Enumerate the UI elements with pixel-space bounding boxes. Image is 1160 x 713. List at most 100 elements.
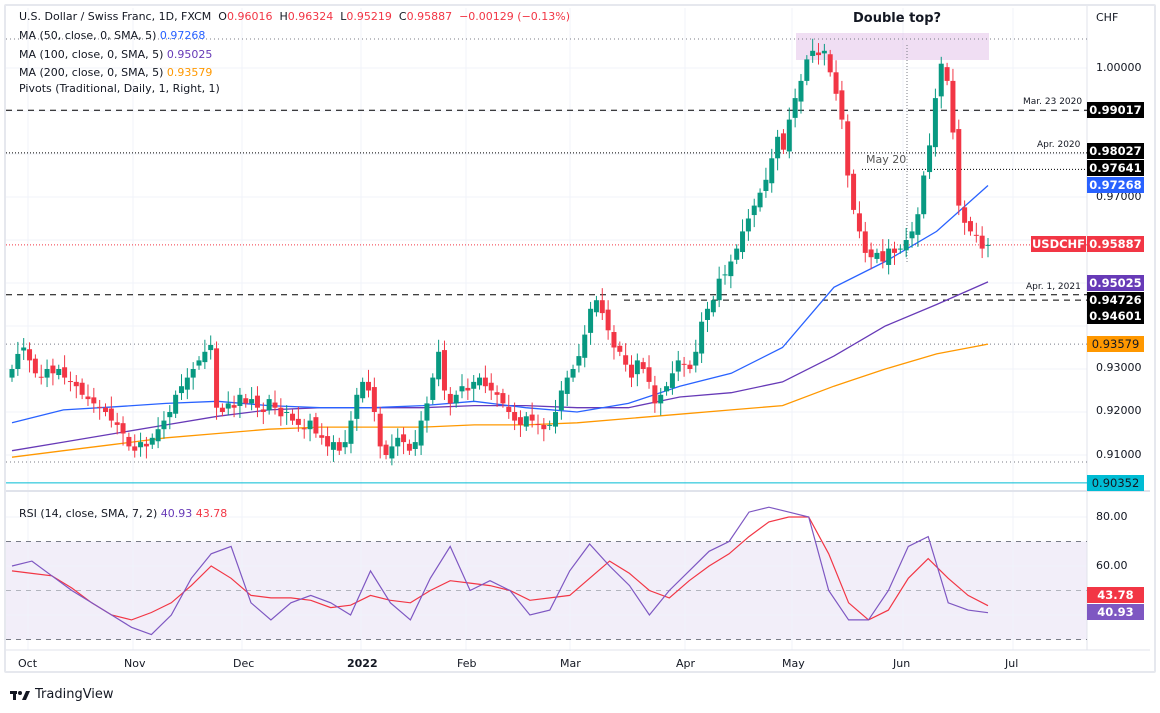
candle-body [366, 381, 372, 391]
candle-body [155, 429, 161, 442]
candle-body [856, 213, 862, 232]
candle-body [740, 231, 746, 253]
candle-body [348, 420, 354, 444]
ma200-line [11, 343, 989, 458]
candle-body [751, 205, 757, 216]
candle-body [9, 369, 15, 378]
candle-body [886, 248, 892, 265]
ma50-label: MA (50, close, 0, SMA, 5) [19, 29, 157, 42]
pivots-legend[interactable]: Pivots (Traditional, Daily, 1, Right, 1) [19, 82, 220, 95]
candle-body [716, 278, 722, 301]
candle-body [27, 349, 33, 361]
candle-body [214, 348, 220, 408]
rsi-line [11, 506, 989, 636]
candle-body [237, 394, 243, 406]
rsi-legend[interactable]: RSI (14, close, SMA, 7, 2) 40.93 43.78 [19, 507, 227, 520]
price-tick: 0.91000 [1096, 448, 1142, 461]
candle-body [471, 381, 477, 389]
candle-body [628, 364, 634, 378]
x-tick: 2022 [347, 657, 378, 670]
candle-body [465, 387, 471, 391]
low-value: 0.95219 [346, 10, 392, 23]
ma50-legend[interactable]: MA (50, close, 0, SMA, 5) 0.97268 [19, 29, 205, 42]
candle-body [371, 387, 377, 412]
candle-body [266, 399, 272, 411]
candle-body [149, 437, 155, 445]
candle-body [500, 393, 506, 404]
candle-body [243, 398, 249, 404]
tradingview-logo[interactable]: TradingView [10, 687, 114, 702]
candle-body [973, 234, 979, 236]
ma200-tag: 0.93579 [1087, 336, 1144, 352]
open-value: 0.96016 [226, 10, 273, 23]
candle-body [512, 412, 518, 421]
candle-body [880, 251, 886, 262]
candle-body [593, 300, 599, 313]
candle-body [588, 308, 594, 333]
candle-body [161, 420, 167, 430]
high-label: H [279, 10, 288, 23]
change-value: −0.00129 (−0.13%) [459, 10, 571, 23]
price-tick: 0.92000 [1096, 404, 1142, 417]
candle-body [85, 396, 91, 400]
may20-annotation[interactable]: May 20 [866, 153, 907, 166]
candle-body [488, 382, 494, 391]
candle-body [810, 50, 816, 56]
double-top-annotation[interactable]: Double top? [853, 11, 942, 26]
rsi-label: RSI (14, close, SMA, 7, 2) [19, 507, 158, 520]
level-tag: 0.99017 [1087, 102, 1144, 118]
candle-body [260, 409, 266, 412]
candle-body [687, 364, 693, 369]
candle-body [921, 175, 927, 215]
ma100-value: 0.95025 [166, 48, 213, 61]
symbol-legend[interactable]: U.S. Dollar / Swiss Franc, 1D, FXCM O0.9… [19, 10, 570, 23]
x-tick: Apr [676, 657, 696, 670]
candle-body [535, 424, 541, 426]
candle-body [967, 221, 973, 232]
candle-body [734, 248, 740, 260]
candle-body [32, 358, 38, 374]
candle-body [325, 436, 331, 447]
ma100-tag: 0.95025 [1087, 275, 1144, 291]
ma100-legend[interactable]: MA (100, close, 0, SMA, 5) 0.95025 [19, 48, 212, 61]
candle-body [143, 443, 149, 447]
candle-body [909, 231, 915, 239]
candle-body [897, 248, 903, 250]
candle-body [477, 377, 483, 386]
ma200-label: MA (200, close, 0, SMA, 5) [19, 66, 164, 79]
candle-body [634, 360, 640, 375]
price-tick: 0.93000 [1096, 361, 1142, 374]
candle-body [523, 416, 529, 427]
candle-body [173, 394, 179, 414]
candle-body [862, 231, 868, 253]
rsi-tag: 40.93 [1087, 604, 1144, 620]
candle-body [295, 418, 301, 425]
candle-body [225, 403, 231, 409]
apr2020-label: Apr. 2020 [1037, 140, 1081, 150]
candle-body [307, 420, 313, 430]
candle-body [178, 386, 184, 394]
candle-body [757, 192, 763, 208]
candle-body [50, 365, 56, 374]
candle-body [202, 351, 208, 363]
candle-body [599, 300, 605, 314]
candle-body [529, 414, 535, 421]
rsi-ma-tag: 43.78 [1087, 587, 1144, 603]
ma200-legend[interactable]: MA (200, close, 0, SMA, 5) 0.93579 [19, 66, 212, 79]
candle-body [582, 334, 588, 358]
candle-body [430, 377, 436, 400]
candle-body [944, 67, 950, 81]
candle-body [745, 218, 751, 232]
candle-body [108, 408, 114, 421]
candle-body [342, 442, 348, 448]
candle-body [798, 80, 804, 102]
symbol-tag: USDCHF [1031, 236, 1086, 252]
candle-body [891, 248, 897, 253]
double-top-zone [796, 33, 989, 60]
candle-body [401, 434, 407, 443]
candle-body [482, 377, 488, 387]
candle-body [389, 446, 395, 459]
candle-body [208, 344, 214, 351]
candle-body [722, 274, 728, 276]
